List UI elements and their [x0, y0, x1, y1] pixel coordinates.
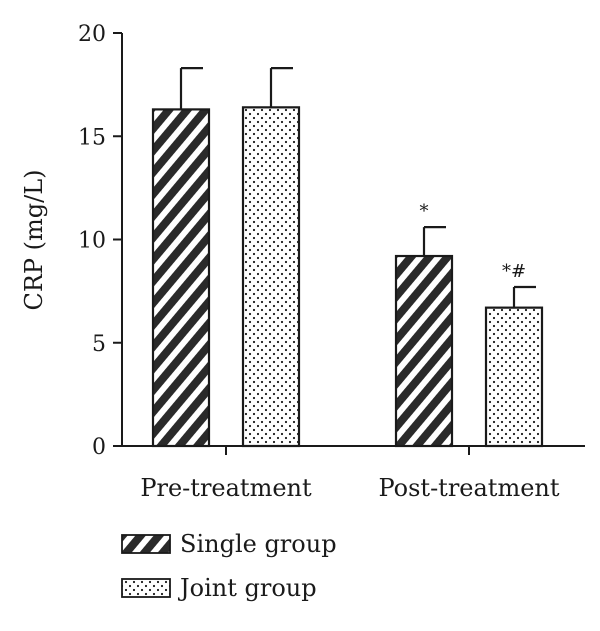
bar-joint-post [484, 306, 544, 448]
x-axis: Pre-treatment Post-treatment [122, 445, 585, 502]
legend-label-single: Single group [180, 530, 337, 558]
legend: Single group Joint group [121, 530, 337, 602]
x-category-label: Post-treatment [378, 474, 559, 502]
error-bars-layer [179, 67, 536, 308]
bar-single-pre [151, 108, 211, 448]
y-axis: 0 5 10 15 20 [78, 22, 123, 460]
y-tick-label: 20 [78, 22, 106, 47]
y-tick-label: 15 [78, 125, 106, 150]
significance-mark: * [420, 201, 429, 222]
legend-swatch-single [121, 534, 171, 554]
legend-item-single: Single group [121, 530, 337, 558]
bar-joint-pre [241, 106, 301, 448]
y-tick-label: 0 [92, 435, 106, 460]
significance-annotations: * *# [420, 201, 527, 282]
bar-single-post [394, 254, 454, 448]
bars-layer [151, 106, 544, 448]
legend-label-joint: Joint group [177, 574, 317, 602]
y-tick-label: 5 [92, 332, 106, 357]
legend-item-joint: Joint group [121, 574, 317, 602]
y-axis-title: CRP (mg/L) [20, 169, 48, 310]
x-category-label: Pre-treatment [140, 474, 312, 502]
significance-mark: *# [502, 261, 526, 282]
legend-swatch-joint [121, 578, 171, 598]
y-tick-label: 10 [78, 229, 106, 254]
